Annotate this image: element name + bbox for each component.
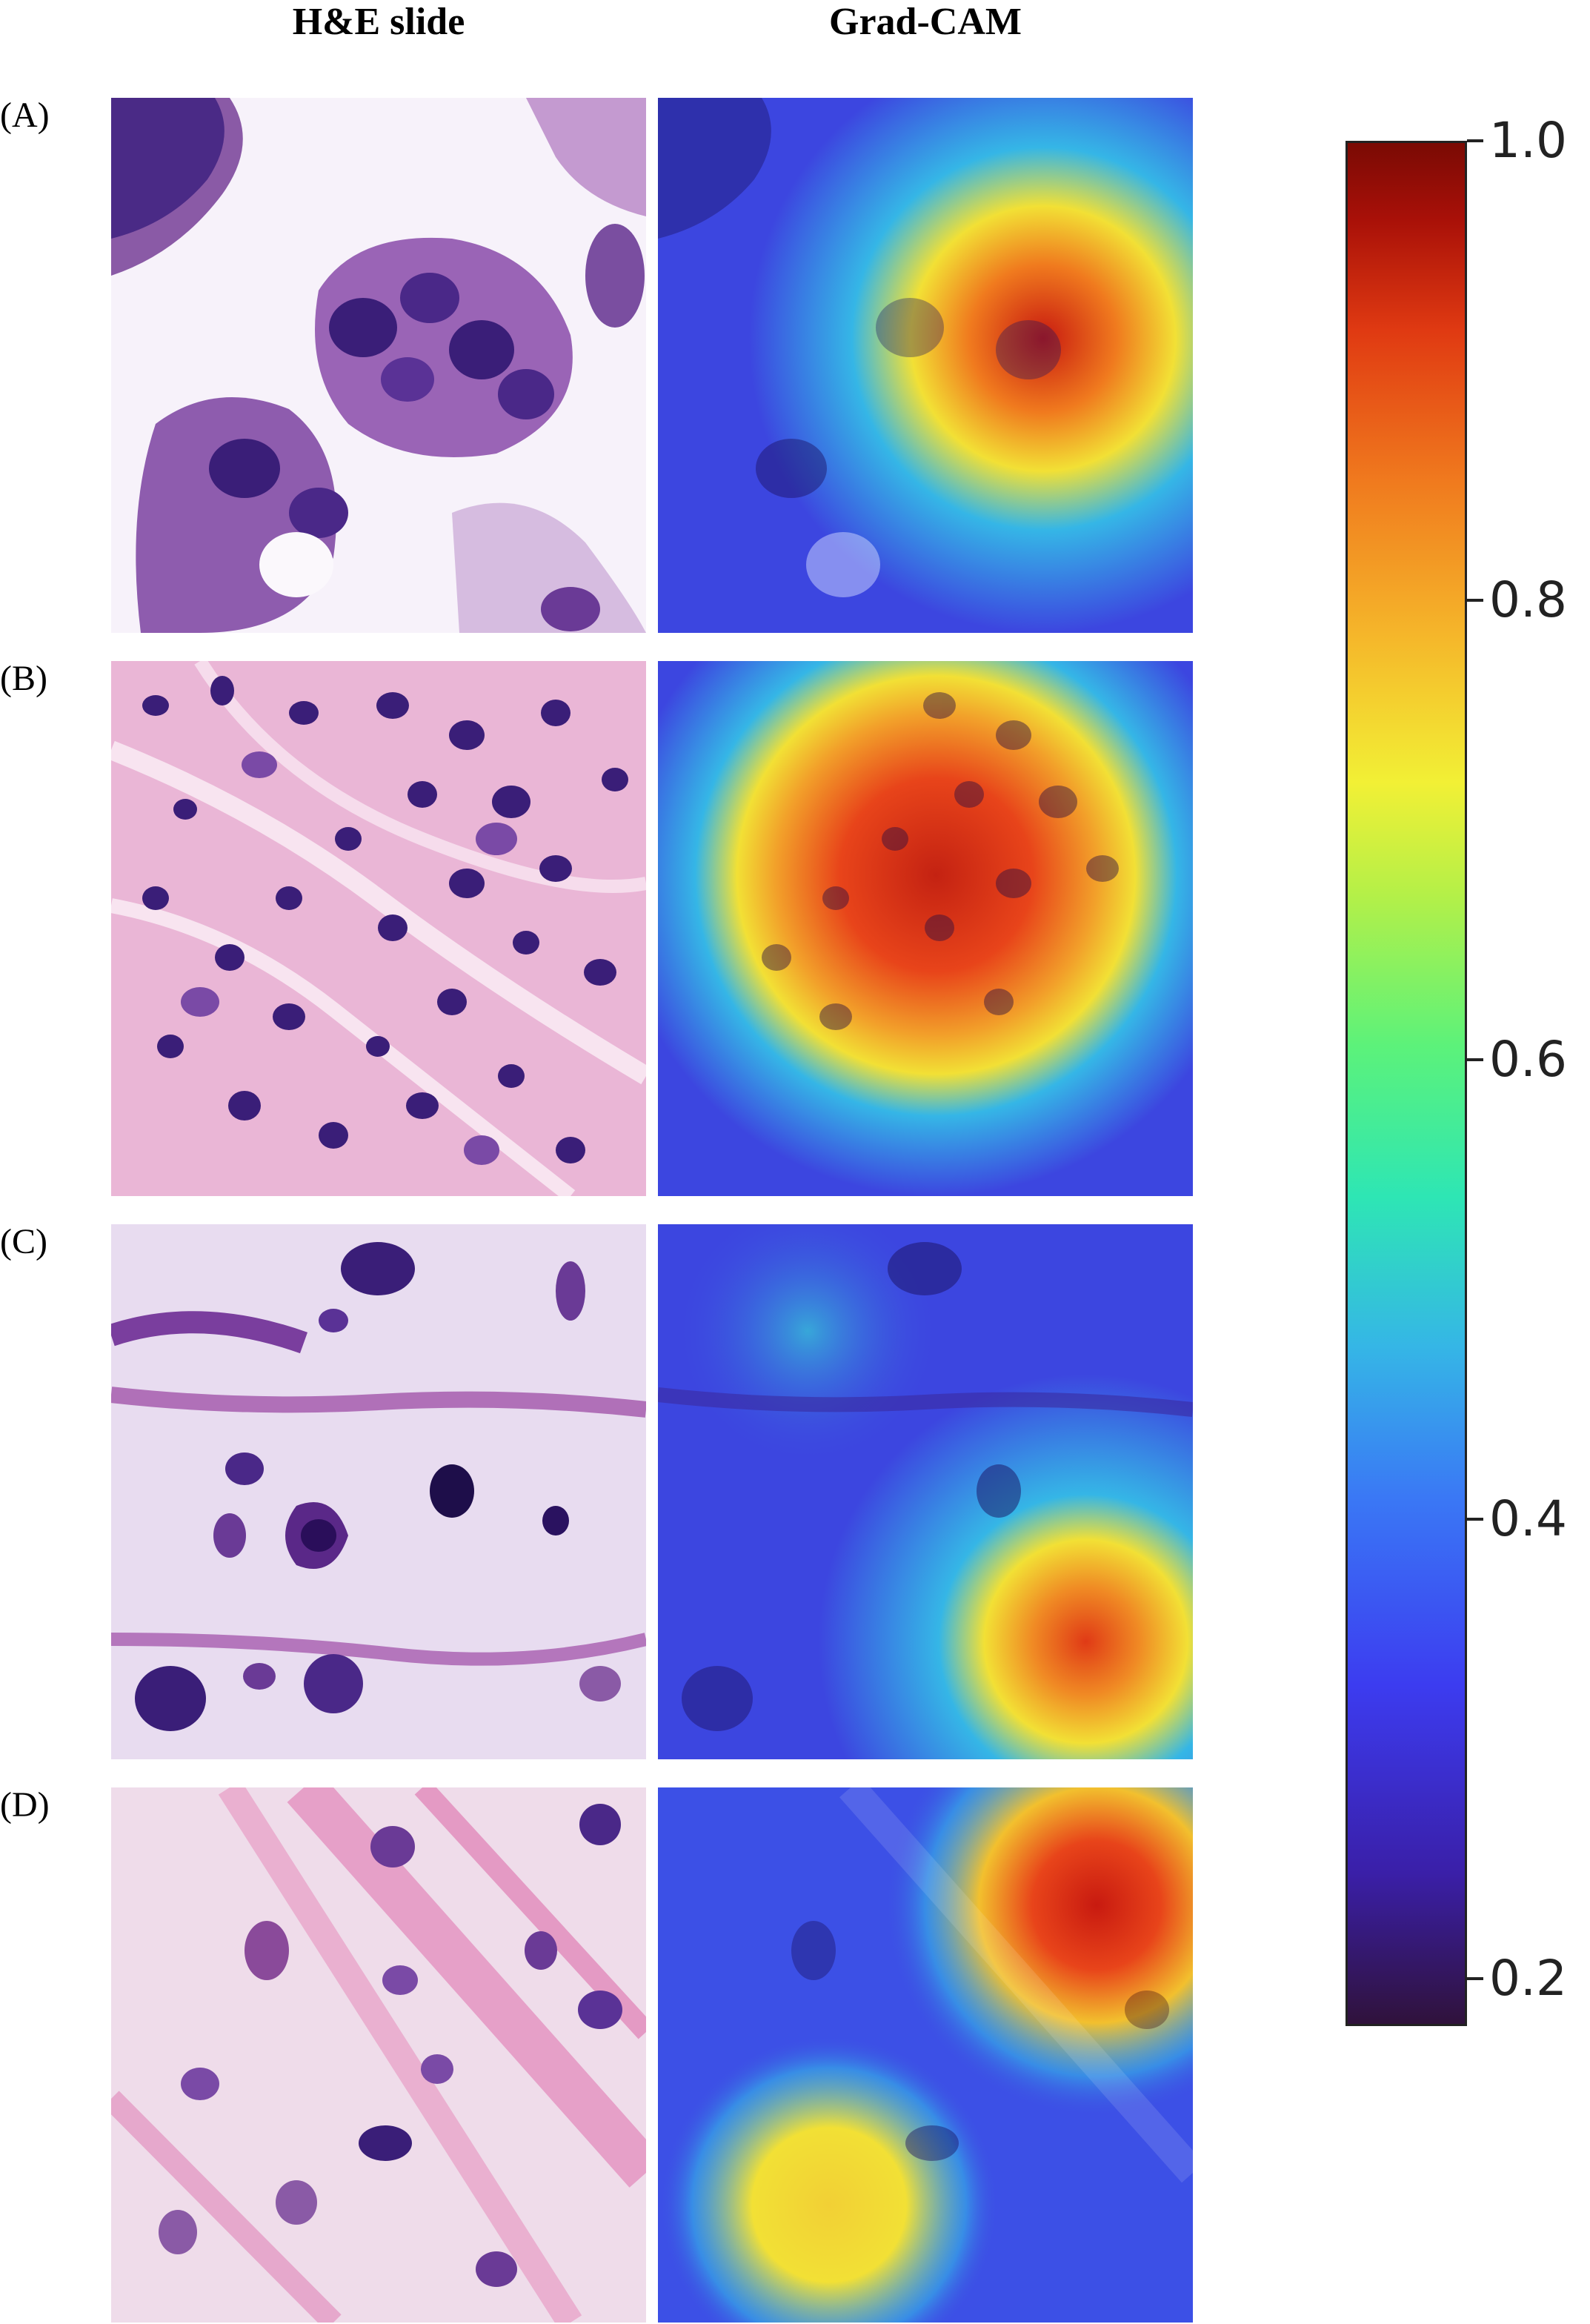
colorbar-label-0-4: 0.4	[1489, 1490, 1567, 1547]
gradcam-heatmap-image-c	[658, 1224, 1193, 1759]
colorbar-tick	[1467, 599, 1483, 602]
row-label-a: (A)	[0, 96, 50, 135]
colorbar	[1345, 141, 1467, 2026]
colorbar-tick	[1467, 1518, 1483, 1521]
row-label-c: (C)	[0, 1222, 47, 1261]
row-label-b: (B)	[0, 659, 47, 698]
colorbar-tick	[1467, 1977, 1483, 1980]
he-slide-image-d	[111, 1787, 646, 2323]
row-label-d: (D)	[0, 1785, 50, 1825]
colorbar-label-0-6: 0.6	[1489, 1031, 1567, 1088]
colorbar-label-0-2: 0.2	[1489, 1950, 1567, 2007]
colorbar-label-1-0: 1.0	[1489, 112, 1567, 169]
colorbar-label-0-8: 0.8	[1489, 571, 1567, 628]
colorbar-tick	[1467, 1058, 1483, 1061]
gradcam-heatmap-image-d	[658, 1787, 1193, 2323]
colorbar-tick	[1467, 139, 1483, 142]
gradcam-heatmap-image-a	[658, 98, 1193, 633]
column-title-gradcam: Grad-CAM	[829, 1, 1022, 43]
he-slide-image-a	[111, 98, 646, 633]
he-slide-image-c	[111, 1224, 646, 1759]
he-slide-image-b	[111, 661, 646, 1196]
gradcam-heatmap-image-b	[658, 661, 1193, 1196]
column-title-he: H&E slide	[292, 1, 465, 43]
